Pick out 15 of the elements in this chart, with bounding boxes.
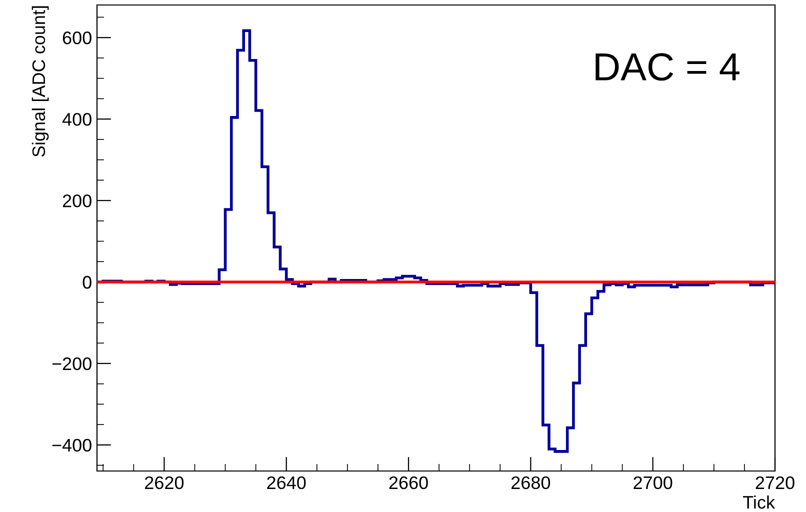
y-tick-label: 0 bbox=[82, 276, 92, 289]
y-tick-label: 200 bbox=[62, 194, 92, 208]
annotation: DAC = 4 bbox=[596, 53, 740, 81]
x-axis-title: Tick bbox=[742, 495, 776, 509]
y-tick-label: −400 bbox=[52, 438, 92, 452]
x-tick-label: 2720 bbox=[756, 476, 794, 490]
y-tick-label: 600 bbox=[62, 32, 92, 44]
y-tick-label: 400 bbox=[62, 112, 92, 126]
x-tick-label: 2620 bbox=[145, 476, 184, 490]
x-tick-label: 2700 bbox=[634, 476, 672, 490]
y-tick-label: −200 bbox=[52, 357, 92, 370]
y-axis-title: Signal [ADC count] bbox=[32, 6, 49, 157]
x-tick-label: 2660 bbox=[389, 476, 428, 490]
x-tick-label: 2640 bbox=[267, 476, 306, 490]
x-tick-label: 2680 bbox=[512, 476, 550, 490]
